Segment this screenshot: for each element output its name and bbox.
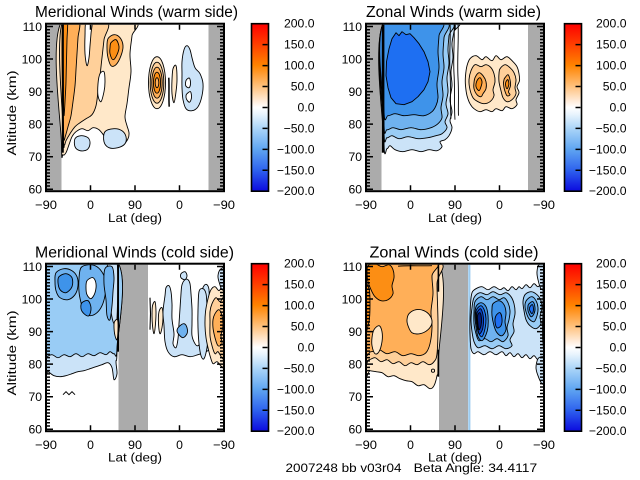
- svg-text:−50.0: −50.0: [596, 361, 627, 375]
- svg-text:−200.0: −200.0: [589, 184, 627, 198]
- svg-text:Lat (deg): Lat (deg): [428, 211, 482, 225]
- svg-text:Beta Angle: 34.4117: Beta Angle: 34.4117: [414, 461, 538, 475]
- svg-text:−200.0: −200.0: [589, 424, 627, 438]
- svg-text:Lat (deg): Lat (deg): [428, 451, 482, 465]
- svg-text:Meridional Winds (warm side): Meridional Winds (warm side): [35, 4, 238, 21]
- svg-text:200.0: 200.0: [596, 17, 627, 31]
- svg-text:70: 70: [348, 390, 362, 404]
- svg-text:Meridional Winds (cold side): Meridional Winds (cold side): [35, 245, 234, 262]
- svg-text:−200.0: −200.0: [277, 424, 315, 438]
- svg-text:0: 0: [407, 438, 414, 452]
- svg-text:−200.0: −200.0: [277, 184, 315, 198]
- svg-text:50.0: 50.0: [291, 80, 315, 94]
- svg-text:−90: −90: [35, 438, 57, 452]
- svg-text:80: 80: [348, 358, 362, 372]
- svg-text:200.0: 200.0: [596, 257, 627, 271]
- svg-text:110: 110: [343, 20, 363, 34]
- svg-text:−150.0: −150.0: [589, 403, 627, 417]
- svg-text:110: 110: [23, 260, 43, 274]
- svg-text:Lat (deg): Lat (deg): [108, 451, 162, 465]
- svg-text:Lat (deg): Lat (deg): [108, 211, 162, 225]
- svg-text:110: 110: [343, 260, 363, 274]
- svg-text:90: 90: [28, 325, 42, 339]
- svg-text:−150.0: −150.0: [589, 163, 627, 177]
- svg-text:0: 0: [87, 438, 94, 452]
- svg-text:−90: −90: [355, 438, 377, 452]
- svg-text:60: 60: [348, 183, 362, 197]
- svg-text:110: 110: [23, 20, 43, 34]
- svg-text:−90: −90: [35, 198, 57, 212]
- svg-text:90: 90: [448, 198, 462, 212]
- svg-text:0: 0: [176, 198, 183, 212]
- svg-text:0.0: 0.0: [298, 100, 315, 114]
- svg-text:0.0: 0.0: [610, 340, 627, 354]
- svg-text:Zonal Winds (warm side): Zonal Winds (warm side): [366, 4, 541, 21]
- svg-text:150.0: 150.0: [596, 278, 627, 292]
- svg-text:Altitude (km): Altitude (km): [5, 311, 19, 396]
- svg-text:60: 60: [348, 423, 362, 437]
- svg-text:80: 80: [348, 118, 362, 132]
- svg-text:−100.0: −100.0: [589, 382, 627, 396]
- svg-text:70: 70: [348, 150, 362, 164]
- svg-text:90: 90: [128, 198, 142, 212]
- svg-text:60: 60: [28, 423, 42, 437]
- svg-text:90: 90: [348, 325, 362, 339]
- svg-text:0: 0: [176, 438, 183, 452]
- svg-text:80: 80: [28, 118, 42, 132]
- svg-text:50.0: 50.0: [603, 320, 627, 334]
- svg-text:60: 60: [28, 183, 42, 197]
- svg-text:90: 90: [128, 438, 142, 452]
- svg-text:−90: −90: [533, 198, 555, 212]
- svg-text:Altitude (km): Altitude (km): [5, 71, 19, 156]
- svg-text:200.0: 200.0: [284, 17, 315, 31]
- svg-text:−50.0: −50.0: [596, 121, 627, 135]
- svg-text:Zonal Winds (cold side): Zonal Winds (cold side): [370, 245, 539, 262]
- svg-text:100: 100: [22, 52, 43, 66]
- svg-text:0: 0: [496, 438, 503, 452]
- svg-text:150.0: 150.0: [596, 38, 627, 52]
- svg-text:50.0: 50.0: [603, 80, 627, 94]
- svg-text:90: 90: [348, 85, 362, 99]
- svg-text:2007248 bb v03r04: 2007248 bb v03r04: [286, 461, 402, 475]
- svg-text:200.0: 200.0: [284, 257, 315, 271]
- svg-text:100: 100: [22, 292, 43, 306]
- svg-text:100: 100: [342, 292, 363, 306]
- svg-text:0: 0: [496, 198, 503, 212]
- svg-text:90: 90: [448, 438, 462, 452]
- svg-text:0.0: 0.0: [610, 100, 627, 114]
- svg-text:−100.0: −100.0: [277, 382, 315, 396]
- svg-text:−150.0: −150.0: [277, 403, 315, 417]
- svg-text:0: 0: [87, 198, 94, 212]
- svg-text:−90: −90: [533, 438, 555, 452]
- svg-text:100.0: 100.0: [284, 299, 315, 313]
- svg-text:−50.0: −50.0: [284, 121, 315, 135]
- svg-text:−100.0: −100.0: [589, 142, 627, 156]
- svg-text:−100.0: −100.0: [277, 142, 315, 156]
- svg-text:−90: −90: [355, 198, 377, 212]
- svg-text:−90: −90: [213, 438, 235, 452]
- svg-text:100.0: 100.0: [284, 59, 315, 73]
- svg-text:100.0: 100.0: [596, 59, 627, 73]
- svg-text:−90: −90: [213, 198, 235, 212]
- svg-text:150.0: 150.0: [284, 278, 315, 292]
- svg-text:0.0: 0.0: [298, 340, 315, 354]
- svg-text:90: 90: [28, 85, 42, 99]
- svg-text:70: 70: [28, 150, 42, 164]
- svg-text:100: 100: [342, 52, 363, 66]
- svg-text:100.0: 100.0: [596, 299, 627, 313]
- svg-text:0: 0: [407, 198, 414, 212]
- svg-text:150.0: 150.0: [284, 38, 315, 52]
- svg-text:80: 80: [28, 358, 42, 372]
- svg-text:−150.0: −150.0: [277, 163, 315, 177]
- svg-text:−50.0: −50.0: [284, 361, 315, 375]
- svg-text:50.0: 50.0: [291, 320, 315, 334]
- svg-text:70: 70: [28, 390, 42, 404]
